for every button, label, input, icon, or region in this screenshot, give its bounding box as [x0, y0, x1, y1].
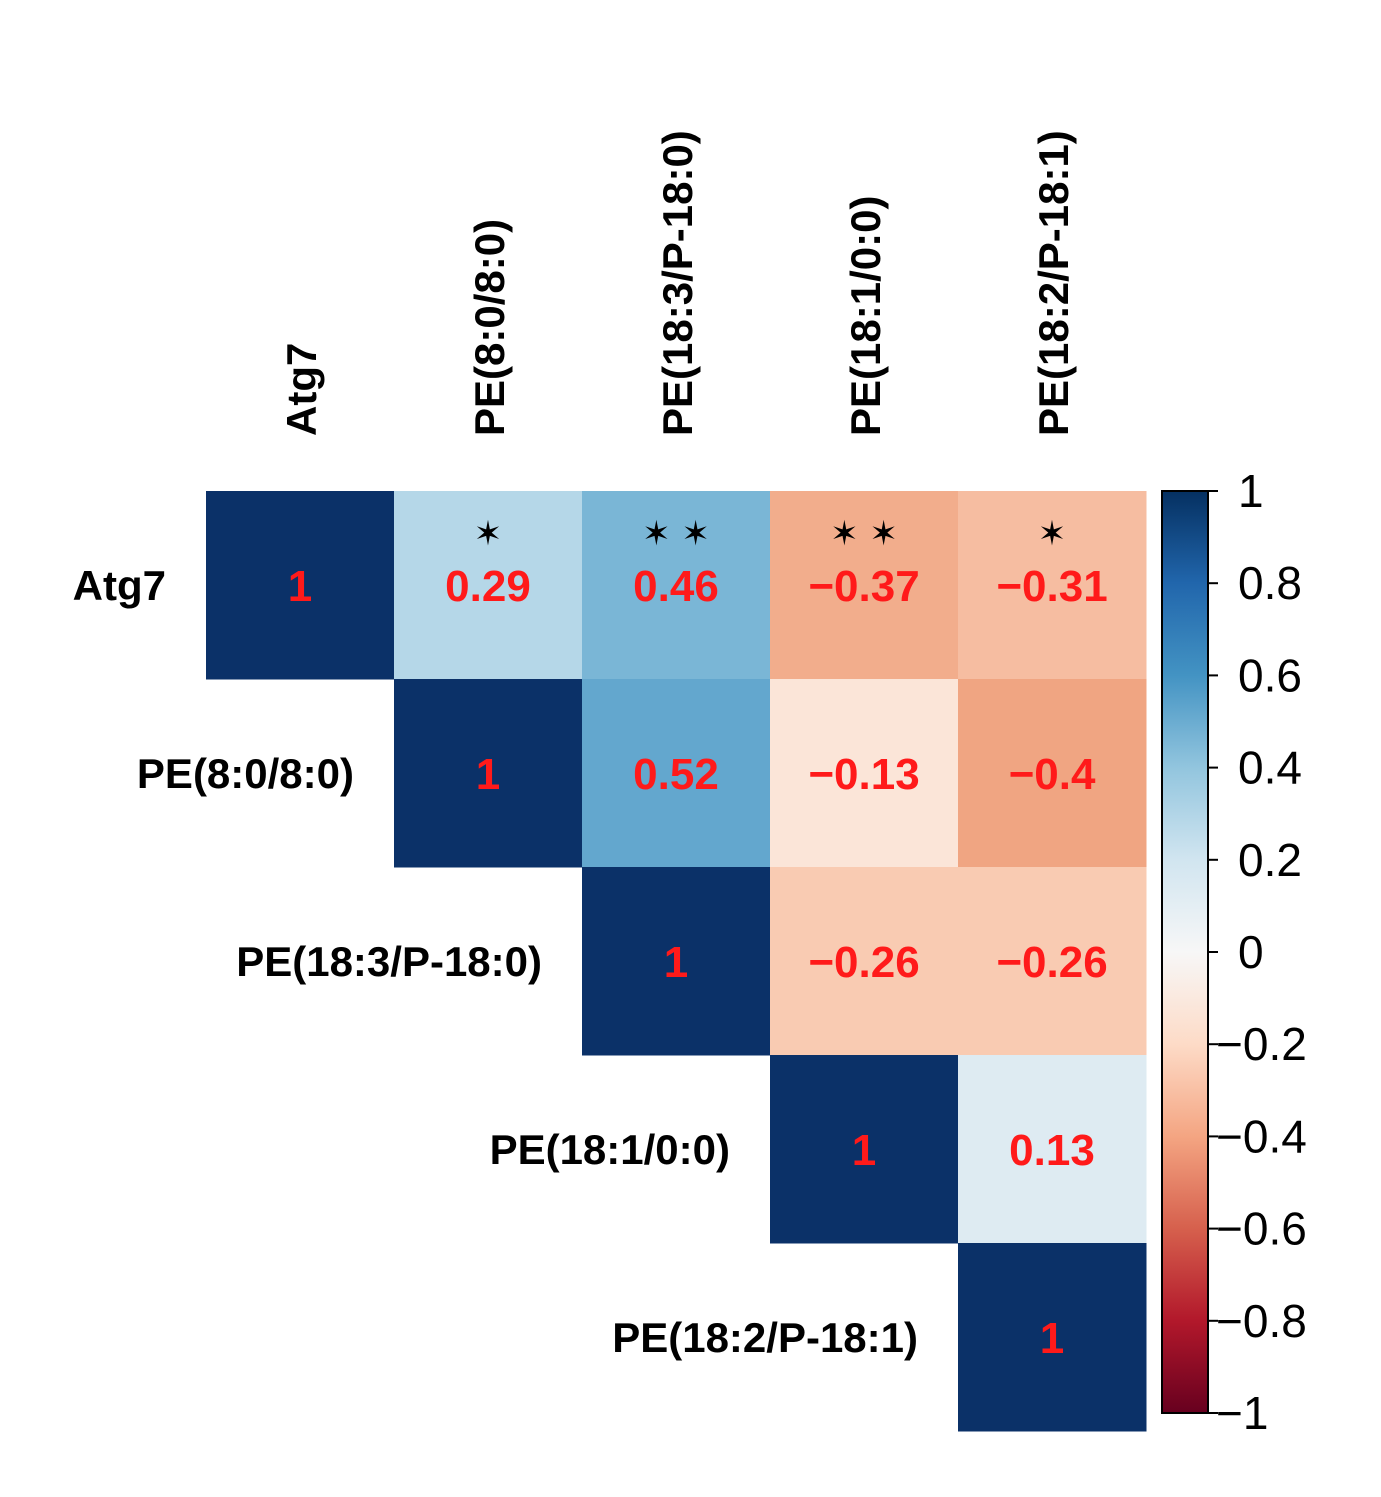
row-label: PE(18:3/P-18:0) — [236, 938, 542, 985]
colorbar-tick-label: 1 — [1238, 465, 1264, 517]
heatmap-cell — [770, 679, 959, 868]
colorbar-tick-label: 0.2 — [1238, 834, 1302, 886]
row-label: PE(18:1/0:0) — [490, 1126, 730, 1173]
colorbar-tick-label: 0.6 — [1238, 649, 1302, 701]
heatmap-cell — [770, 867, 959, 1056]
heatmap-cell — [958, 1055, 1147, 1244]
column-label: PE(18:1/0:0) — [842, 196, 889, 436]
heatmap-cell — [770, 491, 959, 680]
cell-value-label: −0.26 — [808, 938, 919, 987]
column-labels: Atg7 PE(8:0/8:0) PE(18:3/P-18:0) PE(18:1/0:… — [278, 130, 1077, 436]
cell-value-label: −0.31 — [996, 562, 1107, 611]
cell-value-label: 0.29 — [445, 562, 531, 611]
column-label: Atg7 — [278, 343, 325, 436]
cell-value-label: 1 — [664, 938, 688, 987]
significance-mark: ✶ ✶ — [830, 514, 898, 554]
column-label: PE(18:3/P-18:0) — [654, 130, 701, 436]
row-label: PE(8:0/8:0) — [137, 750, 354, 797]
cell-value-label: 0.13 — [1009, 1126, 1095, 1175]
significance-mark: ✶ ✶ — [642, 514, 710, 554]
heatmap-cell — [958, 867, 1147, 1056]
colorbar-tick-label: 0 — [1238, 926, 1264, 978]
cell-value-label: 0.46 — [633, 562, 719, 611]
colorbar-gradient — [1161, 490, 1209, 1414]
cell-value-label: −0.4 — [1009, 750, 1096, 799]
colorbar-tick-label: −0.4 — [1216, 1110, 1307, 1162]
heatmap-cell — [958, 679, 1147, 868]
heatmap-cells: 1 0.29 ✶ 0.46 ✶ ✶ −0.37 ✶ ✶ −0.31 ✶ 1 0.52 −0.13 −0.… — [206, 491, 1147, 1432]
column-label: PE(8:0/8:0) — [466, 219, 513, 436]
colorbar-ticks: 1 0.8 0.6 0.4 0.2 0 −0.2 −0.4 −0.6 −0.8 −1 — [1208, 465, 1307, 1439]
cell-value-label: 0.52 — [633, 750, 719, 799]
colorbar-tick-label: −1 — [1216, 1387, 1268, 1439]
heatmap-cell — [582, 679, 771, 868]
heatmap-cell — [394, 679, 583, 868]
heatmap-cell — [582, 867, 771, 1056]
colorbar-tick-label: 0.8 — [1238, 557, 1302, 609]
heatmap-cell — [582, 491, 771, 680]
row-label: Atg7 — [73, 562, 166, 609]
colorbar-tick-label: −0.6 — [1216, 1203, 1307, 1255]
cell-value-label: −0.13 — [808, 750, 919, 799]
colorbar-tick-label: −0.2 — [1216, 1018, 1307, 1070]
significance-mark: ✶ — [474, 514, 503, 554]
heatmap-cell — [958, 1243, 1147, 1432]
heatmap-cell — [206, 491, 395, 680]
row-labels: Atg7 PE(8:0/8:0) PE(18:3/P-18:0) PE(18:1/0:… — [73, 562, 918, 1361]
colorbar-tick-label: −0.8 — [1216, 1295, 1307, 1347]
colorbar-tick-label: 0.4 — [1238, 742, 1302, 794]
cell-value-label: 1 — [852, 1126, 876, 1175]
heatmap-cell — [958, 491, 1147, 680]
colorbar: 1 0.8 0.6 0.4 0.2 0 −0.2 −0.4 −0.6 −0.8 −1 — [1161, 465, 1307, 1439]
heatmap-cell — [770, 1055, 959, 1244]
cell-value-label: 1 — [1040, 1314, 1064, 1363]
column-label: PE(18:2/P-18:1) — [1030, 130, 1077, 436]
cell-value-label: 1 — [476, 750, 500, 799]
significance-mark: ✶ — [1038, 514, 1067, 554]
row-label: PE(18:2/P-18:1) — [612, 1314, 918, 1361]
cell-value-label: −0.26 — [996, 938, 1107, 987]
cell-value-label: 1 — [288, 562, 312, 611]
cell-value-label: −0.37 — [808, 562, 919, 611]
heatmap-cell — [394, 491, 583, 680]
